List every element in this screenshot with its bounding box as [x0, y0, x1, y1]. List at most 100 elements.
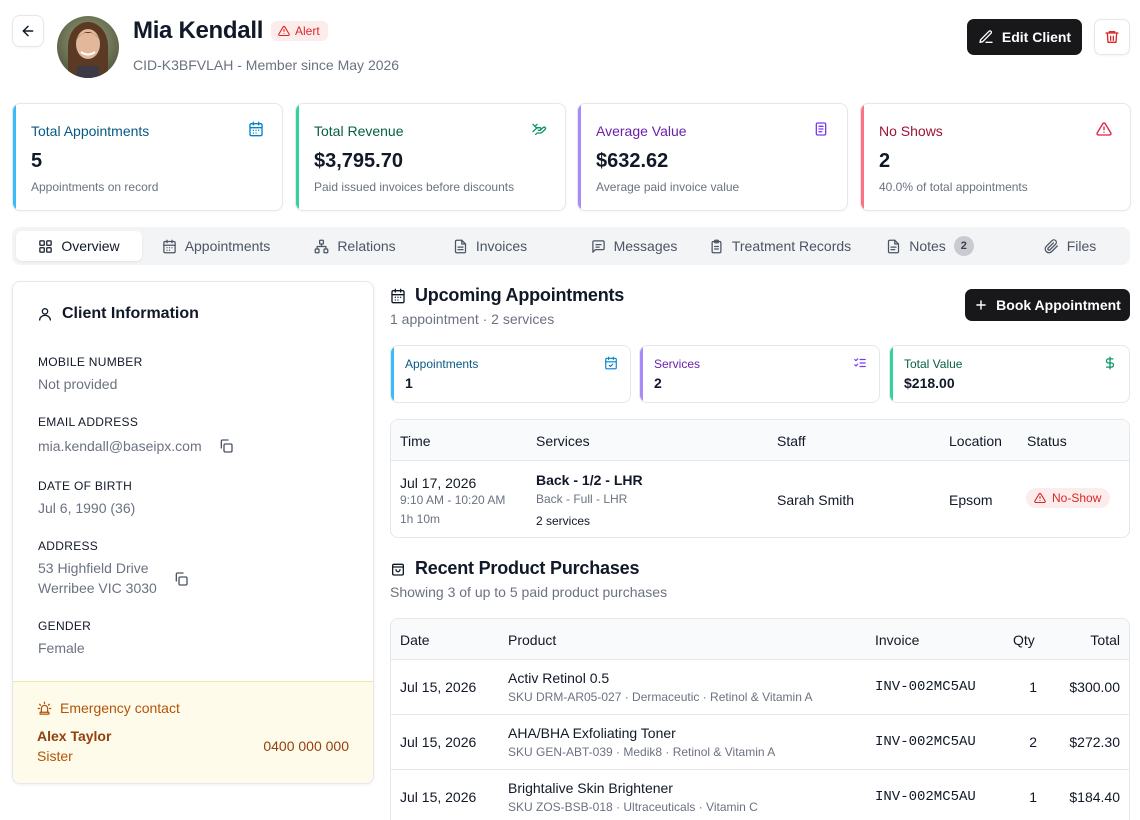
avatar [57, 16, 119, 78]
stat-value: $632.62 [596, 150, 669, 172]
client-name: Mia Kendall [133, 17, 264, 44]
edit-client-button[interactable]: Edit Client [967, 19, 1082, 55]
email-address-value: mia.kendall@baseipx.com [38, 438, 202, 454]
copy-address-icon[interactable] [173, 571, 189, 587]
network-icon [314, 239, 329, 253]
emergency-contact-name: Alex Taylor [37, 728, 112, 744]
purchase-meta: SKU ZOS-BSB-018 · Ultraceuticals · Vitam… [508, 800, 758, 814]
tab-files[interactable]: Files [1010, 231, 1130, 261]
purchase-product: Brightalive Skin Brightener [508, 780, 673, 796]
purchase-date: Jul 15, 2026 [400, 789, 477, 805]
tab-label: Messages [613, 238, 678, 254]
tab-label: Notes [909, 238, 946, 254]
stat-desc: Appointments on record [31, 180, 159, 194]
column-header: Invoice [875, 632, 920, 648]
trash-icon [1105, 31, 1119, 43]
grid-icon [39, 239, 53, 253]
tab-overview[interactable]: Overview [16, 231, 142, 261]
address-line-2: Werribee VIC 3030 [38, 580, 157, 596]
book-appointment-label: Book Appointment [996, 297, 1121, 313]
date-of-birth-value: Jul 6, 1990 (36) [38, 500, 136, 516]
purchase-qty: 1 [1029, 679, 1037, 695]
stat-title: No Shows [879, 123, 943, 139]
purchase-total: $300.00 [1069, 679, 1120, 695]
purchase-meta: SKU GEN-ABT-039 · Medik8 · Retinol & Vit… [508, 745, 776, 759]
recent-purchases-title: Recent Product Purchases [415, 558, 640, 578]
shopping-bag-icon [392, 563, 404, 576]
purchase-total: $272.30 [1069, 734, 1120, 750]
client-information-title: Client Information [62, 305, 199, 322]
purchase-qty: 2 [1029, 734, 1037, 750]
calendar-icon [391, 288, 405, 303]
appointment-date: Jul 17, 2026 [400, 475, 477, 491]
tab-invoices[interactable]: Invoices [425, 231, 555, 261]
column-header: Time [400, 433, 431, 449]
emergency-contact-phone[interactable]: 0400 000 000 [263, 738, 349, 754]
column-header: Staff [777, 433, 806, 449]
appointment-service-count: 2 services [536, 514, 591, 528]
appointment-time: 9:10 AM - 10:20 AM [400, 493, 506, 507]
book-appointment-button[interactable]: Book Appointment [965, 289, 1130, 321]
purchase-product: AHA/BHA Exfoliating Toner [508, 725, 676, 741]
summary-card-appointments: Appointments 1 [390, 345, 631, 403]
warning-icon [1034, 492, 1046, 504]
client-information-heading: Client Information [37, 305, 199, 323]
summary-value: 2 [654, 375, 662, 391]
purchase-qty: 1 [1029, 789, 1037, 805]
tab-messages[interactable]: Messages [560, 231, 708, 261]
tab-relations[interactable]: Relations [290, 231, 420, 261]
upcoming-appointments-table: Time Services Staff Location Status Jul … [390, 419, 1130, 538]
tab-notes[interactable]: Notes 2 [874, 231, 986, 261]
money-hand-icon [532, 123, 547, 135]
stat-card-total-appointments: Total Appointments 5 Appointments on rec… [12, 103, 283, 211]
alert-badge: Alert [271, 21, 328, 41]
stat-desc: Paid issued invoices before discounts [314, 180, 515, 194]
column-header: Location [949, 433, 1002, 449]
purchase-invoice: INV-002MC5AU [875, 734, 976, 750]
dollar-icon [1105, 356, 1115, 370]
appointment-staff: Sarah Smith [777, 492, 855, 508]
recent-purchases-subtitle: Showing 3 of up to 5 paid product purcha… [390, 584, 668, 600]
summary-card-total-value: Total Value $218.00 [889, 345, 1130, 403]
mobile-number-value: Not provided [38, 376, 118, 392]
tab-appointments[interactable]: Appointments [147, 231, 285, 261]
tab-label: Treatment Records [731, 238, 852, 254]
appointment-service-main: Back - 1/2 - LHR [536, 472, 643, 488]
stat-desc: 40.0% of total appointments [879, 180, 1028, 194]
alert-label: Alert [295, 24, 320, 38]
purchase-invoice: INV-002MC5AU [875, 679, 976, 695]
clipboard-icon [711, 239, 722, 253]
upcoming-appointments-title: Upcoming Appointments [415, 285, 625, 305]
column-header: Status [1027, 433, 1067, 449]
table-header: Date Product Invoice Qty Total [391, 619, 1129, 660]
copy-email-icon[interactable] [218, 438, 234, 454]
stat-card-total-revenue: Total Revenue $3,795.70 Paid issued invo… [295, 103, 566, 211]
appointment-duration: 1h 10m [400, 512, 441, 526]
tab-treatment-records[interactable]: Treatment Records [700, 231, 860, 261]
stat-card-no-shows: No Shows 2 40.0% of total appointments [860, 103, 1131, 211]
purchase-date: Jul 15, 2026 [400, 679, 477, 695]
delete-client-button[interactable] [1094, 19, 1130, 55]
address-label: ADDRESS [38, 539, 99, 553]
document-icon [454, 239, 466, 253]
purchase-total: $184.40 [1069, 789, 1120, 805]
recent-purchases-heading: Recent Product Purchases [390, 558, 639, 579]
client-subtitle: CID-K3BFVLAH - Member since May 2026 [133, 57, 400, 73]
client-information-panel: Client Information MOBILE NUMBER Not pro… [12, 281, 374, 784]
warning-icon [1096, 122, 1112, 136]
tab-label: Invoices [475, 238, 528, 254]
calendar-check-icon [605, 356, 617, 370]
stat-value: 2 [879, 150, 891, 172]
list-checks-icon [854, 358, 866, 368]
purchase-invoice: INV-002MC5AU [875, 789, 976, 805]
pencil-icon [979, 30, 993, 43]
warning-icon [278, 25, 290, 37]
emergency-contact-relation: Sister [37, 748, 73, 764]
date-of-birth-label: DATE OF BIRTH [38, 479, 133, 493]
user-icon [39, 308, 51, 321]
summary-card-services: Services 2 [639, 345, 880, 403]
column-header: Product [508, 632, 557, 648]
siren-icon [37, 701, 52, 715]
summary-value: 1 [405, 375, 413, 391]
back-button[interactable] [12, 15, 44, 47]
